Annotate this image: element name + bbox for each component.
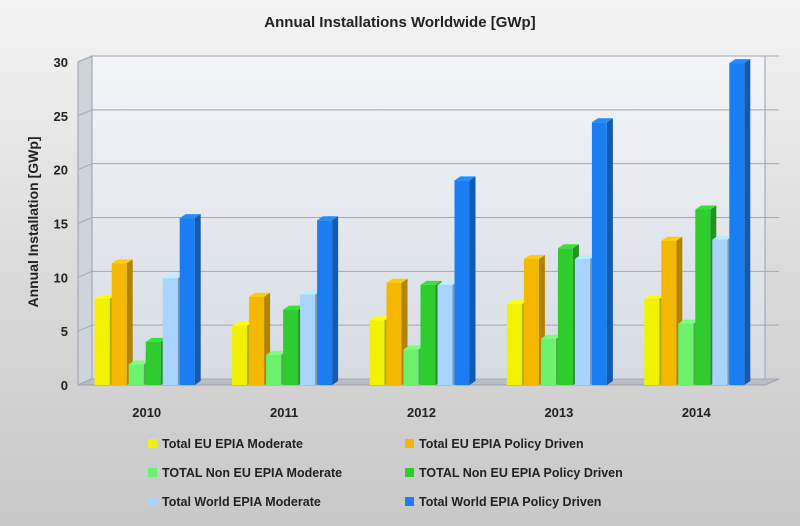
y-tick-label: 30 (54, 55, 68, 70)
legend-swatch (148, 468, 157, 477)
y-axis-label: Annual Installation [GWp] (25, 136, 41, 307)
bar (179, 214, 201, 385)
gridline-side (77, 163, 93, 171)
bar (591, 118, 613, 385)
bar (111, 259, 133, 385)
gridline-side (77, 109, 93, 117)
legend-label: Total World EPIA Policy Driven (419, 495, 601, 509)
legend-label: TOTAL Non EU EPIA Policy Driven (419, 466, 623, 480)
legend-item: TOTAL Non EU EPIA Policy Driven (405, 466, 623, 480)
y-tick-label: 20 (54, 163, 68, 178)
legend: Total EU EPIA Moderate Total EU EPIA Poli… (148, 437, 623, 509)
gridline-side (77, 270, 93, 278)
legend-swatch (405, 497, 414, 506)
x-tick-label: 2010 (132, 405, 161, 420)
y-tick-label: 0 (61, 378, 68, 393)
legend-label: Total EU EPIA Moderate (162, 437, 303, 451)
plot-area: 0 5 10 15 20 25 30 2010 2011 2012 2013 2014 (54, 55, 780, 420)
legend-item: Total EU EPIA Policy Driven (405, 437, 584, 451)
x-tick-label: 2014 (682, 405, 712, 420)
x-tick-label: 2011 (270, 405, 298, 420)
legend-label: Total World EPIA Moderate (162, 495, 321, 509)
legend-swatch (148, 439, 157, 448)
legend-swatch (148, 497, 157, 506)
bar (403, 345, 425, 385)
legend-label: TOTAL Non EU EPIA Moderate (162, 466, 342, 480)
legend-item: Total EU EPIA Moderate (148, 437, 303, 451)
bar (454, 176, 476, 385)
bar (317, 216, 339, 385)
legend-item: Total World EPIA Policy Driven (405, 495, 601, 509)
y-tick-label: 15 (54, 217, 68, 232)
y-tick-label: 10 (54, 270, 68, 285)
legend-item: Total World EPIA Moderate (148, 495, 321, 509)
legend-swatch (405, 468, 414, 477)
legend-label: Total EU EPIA Policy Driven (419, 437, 584, 451)
chart-title: Annual Installations Worldwide [GWp] (264, 14, 535, 31)
gridline-side (77, 324, 93, 332)
legend-item: TOTAL Non EU EPIA Moderate (148, 466, 342, 480)
x-tick-label: 2012 (407, 405, 436, 420)
y-tick-label: 25 (54, 109, 68, 124)
gridline-side (77, 217, 93, 224)
x-tick-label: 2013 (544, 405, 573, 420)
y-tick-label: 5 (61, 324, 68, 339)
gridline-side (77, 378, 93, 386)
bar (729, 59, 751, 386)
gridline-side (77, 55, 93, 63)
legend-swatch (405, 439, 414, 448)
